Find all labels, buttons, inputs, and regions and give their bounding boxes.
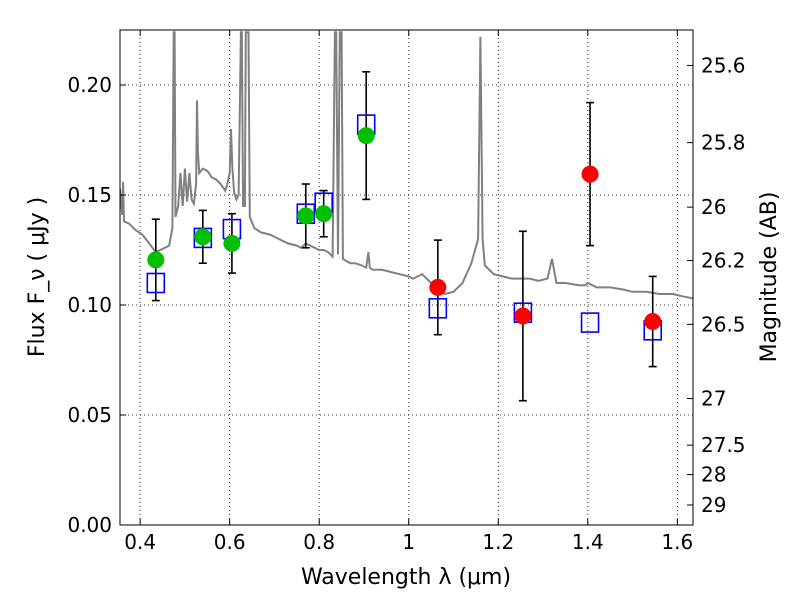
green-data-point [357, 127, 375, 145]
red-data-point [581, 165, 599, 183]
green-data-point [297, 207, 315, 225]
right-tick-label: 25.8 [701, 131, 746, 155]
grid [120, 30, 693, 526]
red-data-point [429, 278, 447, 296]
right-tick-label: 26.5 [701, 312, 746, 336]
y-tick-label: 0.05 [67, 403, 112, 427]
right-tick-label: 28 [701, 463, 726, 487]
green-data-point [194, 228, 212, 246]
plot-frame [119, 29, 694, 526]
x-tick-label: 0.4 [124, 530, 156, 554]
y-axis-label: Flux F_ν ( μJy ) [25, 197, 50, 357]
y-tick-label: 0.15 [67, 183, 112, 207]
red-data-point [514, 307, 532, 325]
y-tick-label: 0.10 [67, 293, 112, 317]
model-square [428, 297, 448, 319]
right-tick-label: 27.5 [701, 433, 746, 457]
y-tick-label: 0.20 [67, 73, 112, 97]
y-axis: 0.00 0.05 0.10 0.15 0.20 [67, 73, 126, 537]
right-tick-label: 29 [701, 493, 726, 517]
x-tick-label: 1.6 [661, 530, 693, 554]
right-tick-label: 26.2 [701, 249, 746, 273]
x-axis: 0.4 0.6 0.8 1 1.2 1.4 1.6 [124, 30, 693, 554]
red-data-point [644, 313, 662, 330]
x-tick-label: 1 [402, 530, 415, 554]
green-data-point [223, 234, 241, 252]
plot-area [120, 31, 693, 402]
x-tick-label: 1.4 [572, 530, 604, 554]
green-data-point [315, 205, 333, 223]
x-tick-label: 0.8 [303, 530, 335, 554]
spectrum-line [120, 31, 693, 300]
model-square [580, 312, 600, 333]
green-data-point [147, 251, 165, 269]
right-tick-label: 27 [701, 387, 726, 411]
right-axis: 25.6 25.8 26 26.2 26.5 27 27.5 28 29 [687, 53, 746, 517]
y-tick-label: 0.00 [67, 513, 112, 537]
measured-points [147, 127, 662, 330]
x-tick-label: 1.2 [482, 530, 514, 554]
right-axis-label: Magnitude (AB) [757, 192, 782, 363]
right-tick-label: 25.6 [701, 53, 746, 77]
x-axis-label: Wavelength λ (μm) [301, 565, 511, 590]
model-square [146, 272, 166, 294]
x-tick-label: 0.6 [214, 530, 246, 554]
right-tick-label: 26 [701, 195, 726, 219]
